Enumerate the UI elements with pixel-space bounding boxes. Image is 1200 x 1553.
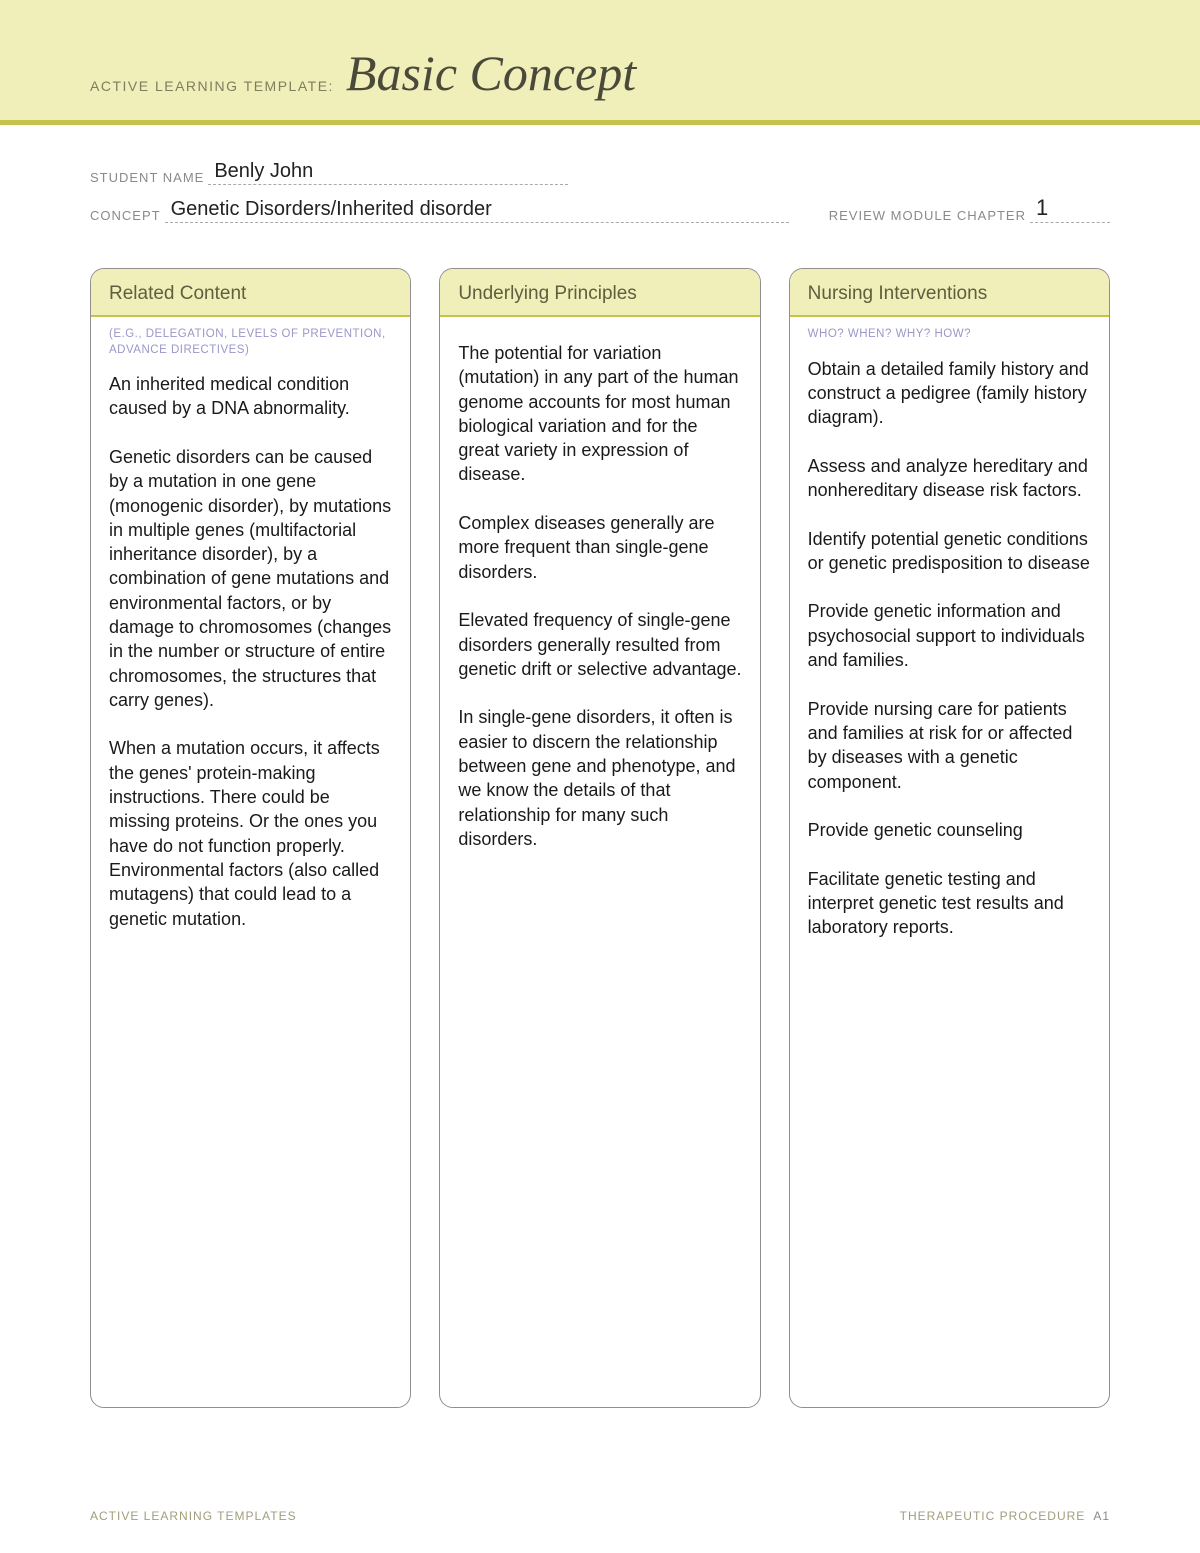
chapter-value: 1: [1030, 195, 1110, 223]
column-subtitle: (E.G., DELEGATION, LEVELS OF PREVENTION,…: [91, 317, 410, 358]
column-body: Obtain a detailed family history and con…: [790, 343, 1109, 958]
column-nursing-interventions: Nursing Interventions WHO? WHEN? WHY? HO…: [789, 268, 1110, 1408]
footer-right: THERAPEUTIC PROCEDURE A1: [900, 1509, 1110, 1523]
footer-right-code: A1: [1093, 1509, 1110, 1523]
student-name-row: STUDENT NAME Benly John: [90, 160, 1110, 185]
column-underlying-principles: Underlying Principles The potential for …: [439, 268, 760, 1408]
banner: ACTIVE LEARNING TEMPLATE: Basic Concept: [0, 0, 1200, 120]
footer-left: ACTIVE LEARNING TEMPLATES: [90, 1509, 297, 1523]
banner-label: ACTIVE LEARNING TEMPLATE:: [90, 78, 334, 102]
columns: Related Content (E.G., DELEGATION, LEVEL…: [0, 233, 1200, 1408]
column-subtitle: [440, 317, 759, 327]
student-name-value: Benly John: [208, 160, 568, 185]
footer-right-label: THERAPEUTIC PROCEDURE: [900, 1509, 1086, 1523]
concept-value: Genetic Disorders/Inherited disorder: [165, 198, 789, 223]
column-body: An inherited medical condition caused by…: [91, 358, 410, 949]
column-related-content: Related Content (E.G., DELEGATION, LEVEL…: [90, 268, 411, 1408]
column-body: The potential for variation (mutation) i…: [440, 327, 759, 869]
concept-label: CONCEPT: [90, 208, 161, 223]
banner-title: Basic Concept: [346, 44, 636, 102]
form-area: STUDENT NAME Benly John CONCEPT Genetic …: [0, 125, 1200, 223]
column-header: Underlying Principles: [440, 269, 759, 317]
page: ACTIVE LEARNING TEMPLATE: Basic Concept …: [0, 0, 1200, 1553]
concept-row: CONCEPT Genetic Disorders/Inherited diso…: [90, 195, 1110, 223]
footer: ACTIVE LEARNING TEMPLATES THERAPEUTIC PR…: [90, 1509, 1110, 1523]
chapter-label: REVIEW MODULE CHAPTER: [829, 208, 1026, 223]
student-name-label: STUDENT NAME: [90, 170, 204, 185]
column-subtitle: WHO? WHEN? WHY? HOW?: [790, 317, 1109, 343]
column-header: Nursing Interventions: [790, 269, 1109, 317]
column-header: Related Content: [91, 269, 410, 317]
